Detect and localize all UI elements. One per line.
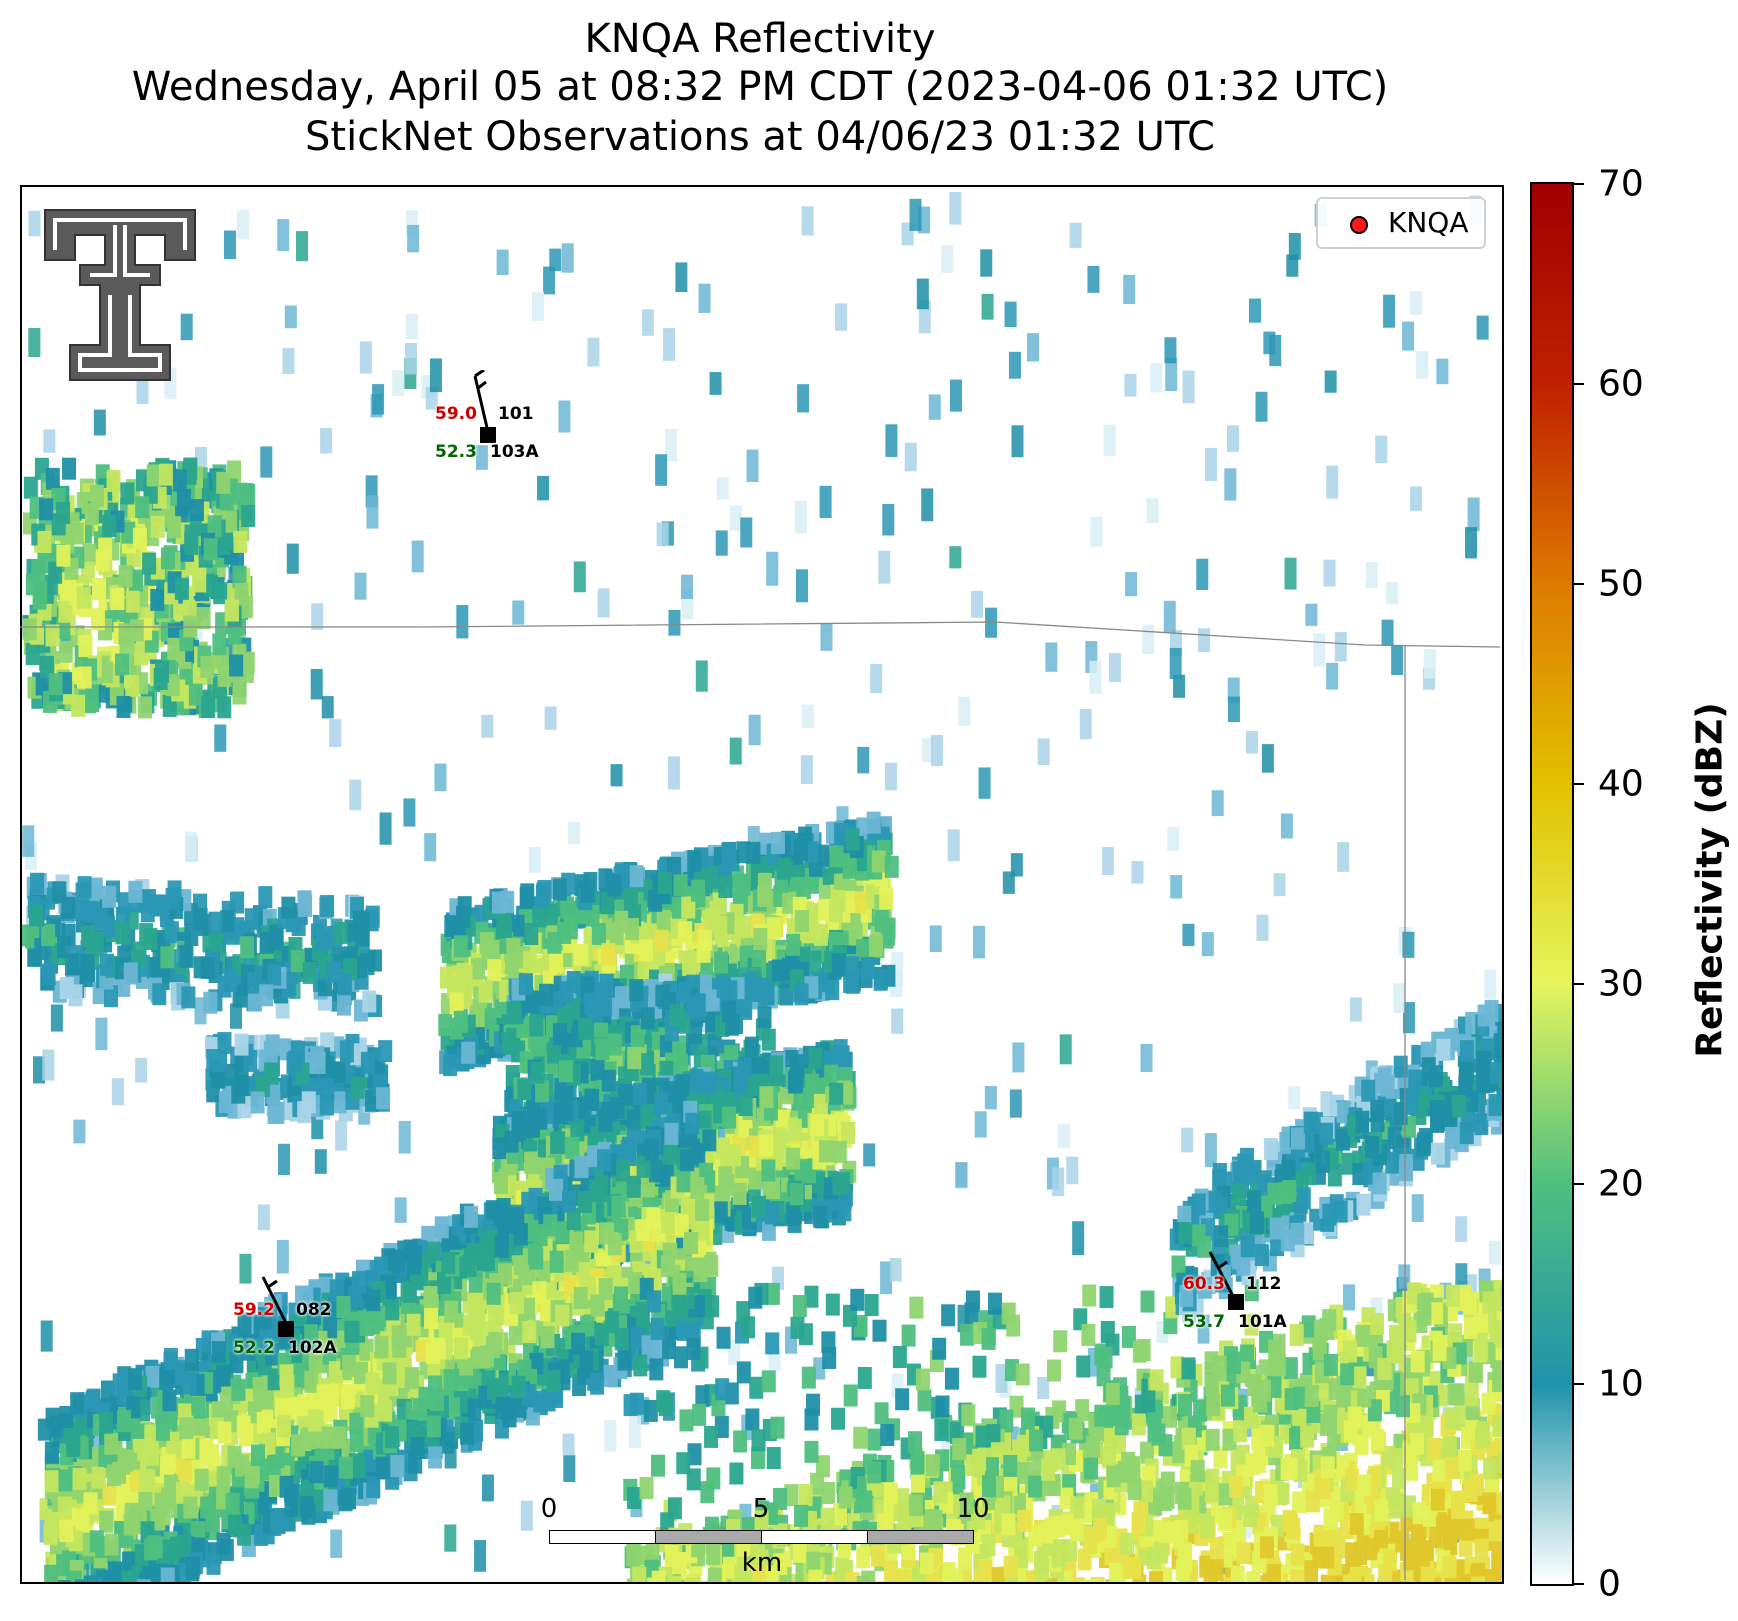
texas-tech-logo <box>44 209 196 381</box>
station-temperature: 60.3 <box>1183 1274 1225 1294</box>
colorbar-tick-mark <box>1572 583 1584 585</box>
station-dewpoint: 53.7 <box>1183 1312 1225 1332</box>
county-line-north <box>20 621 1501 648</box>
station-id-bottom: 102A <box>288 1338 337 1358</box>
scale-bar-label: 0 <box>540 1494 558 1524</box>
map-legend: KNQA <box>1316 197 1486 249</box>
colorbar-tick-label: 60 <box>1598 363 1644 405</box>
station-marker-icon <box>278 1321 294 1337</box>
title-line-2: Wednesday, April 05 at 08:32 PM CDT (202… <box>131 64 1389 110</box>
scale-bar-unit: km <box>741 1548 783 1578</box>
colorbar-tick-mark <box>1572 1583 1584 1585</box>
reflectivity-field <box>22 192 1502 1582</box>
colorbar-tick-label: 20 <box>1598 1163 1644 1205</box>
colorbar-tick-label: 40 <box>1598 763 1644 805</box>
colorbar-tick-mark <box>1572 183 1584 185</box>
reflectivity-cells <box>22 192 1502 1582</box>
station-dewpoint: 52.3 <box>435 442 477 462</box>
station-dewpoint: 52.2 <box>233 1338 275 1358</box>
wind-barb-icon <box>1208 1251 1237 1301</box>
scale-bar-segment <box>761 1530 868 1544</box>
scale-bar-label: 10 <box>956 1494 990 1524</box>
station-id-top: 101 <box>498 404 534 424</box>
scale-bar-segment <box>549 1530 656 1544</box>
colorbar-tick-label: 30 <box>1598 963 1644 1005</box>
wind-barb-icon <box>261 1276 290 1328</box>
colorbar-tick-label: 50 <box>1598 563 1644 605</box>
title-line-3: StickNet Observations at 04/06/23 01:32 … <box>305 114 1215 160</box>
scale-bar-segment <box>867 1530 974 1544</box>
title-line-1: KNQA Reflectivity <box>584 16 936 62</box>
station-id-bottom: 101A <box>1238 1312 1287 1332</box>
colorbar-tick-label: 70 <box>1598 163 1644 205</box>
station-id-bottom: 103A <box>490 442 539 462</box>
colorbar-tick-label: 0 <box>1598 1563 1621 1605</box>
colorbar-tick-mark <box>1572 383 1584 385</box>
station-id-top: 112 <box>1246 1274 1282 1294</box>
scale-bar-segment <box>655 1530 762 1544</box>
reflectivity-colorbar <box>1530 182 1574 1586</box>
colorbar-tick-mark <box>1572 983 1584 985</box>
colorbar-tick-label: 10 <box>1598 1363 1644 1405</box>
colorbar-tick-mark <box>1572 1183 1584 1185</box>
county-boundaries <box>20 621 1501 1580</box>
station-temperature: 59.0 <box>435 404 477 424</box>
wind-barb-icon <box>473 370 490 433</box>
radar-map-panel[interactable] <box>20 185 1504 1584</box>
colorbar-tick-mark <box>1572 783 1584 785</box>
legend-label: KNQA <box>1388 206 1469 239</box>
radar-site-marker-icon <box>1350 216 1368 234</box>
station-id-top: 082 <box>296 1300 332 1320</box>
colorbar-tick-mark <box>1572 1383 1584 1385</box>
colorbar-title: Reflectivity (dBZ) <box>1689 702 1731 1058</box>
station-marker-icon <box>1228 1294 1244 1310</box>
scale-bar-label: 5 <box>752 1494 770 1524</box>
station-marker-icon <box>480 427 496 443</box>
station-temperature: 59.2 <box>233 1300 275 1320</box>
